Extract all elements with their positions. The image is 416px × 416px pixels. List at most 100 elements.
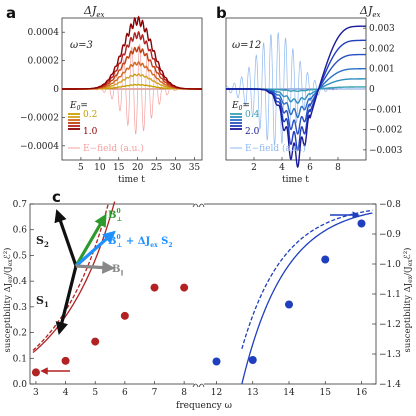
a-legend-label-high: 1.0: [83, 127, 98, 137]
a-legend-efield-label: E−field (a.u.): [83, 143, 144, 154]
c-blue-point: [212, 357, 221, 366]
a-series-line: [62, 45, 202, 90]
panel-c-xticks: 3 4 5 6 7 8 12 13 14 15 16: [33, 381, 367, 398]
a-ytick-label: 0.0004: [28, 28, 60, 38]
b-ytick-label: 0.003: [369, 24, 395, 34]
c-ytick-left-label: 0.1: [13, 354, 27, 364]
panel-c-plot: [31, 201, 373, 385]
c-ytick-left-label: 0.7: [13, 200, 28, 210]
a-xtick-label: 5: [78, 163, 84, 173]
panel-b-xlabel: time t: [282, 175, 309, 185]
c-ytick-right-label: −1.0: [379, 260, 401, 270]
a-ytick-label: −0.0004: [20, 142, 59, 152]
c-xtick-label: 13: [247, 388, 259, 398]
bsum-vector: [74, 230, 116, 268]
panel-a-xticks: 5 10 15 20 25 30 35: [78, 157, 200, 173]
c-blue-point: [321, 255, 330, 264]
c-xtick-label: 5: [92, 388, 98, 398]
b-ytick-label: 0: [369, 85, 375, 95]
c-ytick-left-label: 0.6: [13, 226, 28, 236]
panel-c-yticks-left: 0.0 0.1 0.2 0.3 0.4 0.5 0.6 0.7: [13, 200, 34, 390]
c-red-point: [120, 311, 129, 320]
c-ytick-right-label: −1.2: [379, 320, 401, 330]
panel-c-yticks-right: −1.4 −1.3 −1.2 −1.1 −1.0 −0.9 −0.8: [372, 200, 401, 390]
c-ytick-right-label: −1.3: [379, 350, 401, 360]
panel-b-plot: [225, 25, 366, 169]
bpar-vector: [75, 261, 116, 274]
panel-b: b ΔJex −0.003 −0.002 −0.001 0 0.001 0.002 0.00…: [216, 4, 403, 185]
c-ytick-left-label: 0.0: [13, 380, 28, 390]
a-ytick-label: −0.0002: [20, 113, 59, 123]
s2-vector: [54, 209, 78, 267]
spin-inset: S2 S1 B0 ⊥ B0 ⊥ + ΔJex S2 B∥: [36, 208, 173, 335]
panel-b-yticks: −0.003 −0.002 −0.001 0 0.001 0.002 0.003: [363, 24, 403, 156]
panel-a-legend: 0.2 1.0 E−field (a.u.): [68, 110, 144, 154]
c-xtick-label: 3: [33, 388, 39, 398]
panel-b-letter: b: [216, 4, 227, 22]
panel-a-xlabel: time t: [118, 175, 145, 185]
c-red-point: [91, 337, 100, 346]
panel-a-plot: [62, 15, 202, 135]
b-legend-label-low: 0.4: [245, 110, 260, 120]
b-xtick-label: 8: [335, 163, 341, 173]
panel-b-ylabel: ΔJex: [359, 4, 381, 19]
b-legend-efield-label: E−field (a.u.): [245, 143, 306, 154]
panel-b-legend-title: E0=: [231, 101, 250, 112]
b-xtick-label: 4: [279, 163, 285, 173]
panel-c-ylabel-right: susceptibility ΔJex/(Jexℰ²): [402, 248, 414, 353]
c-xtick-label: 16: [356, 388, 368, 398]
c-ytick-right-label: −1.1: [379, 290, 401, 300]
panel-b-xticks: 2 4 6 8: [251, 157, 341, 173]
a-ytick-label: 0.0002: [28, 57, 60, 67]
s1-vector: [55, 265, 78, 335]
s1-label: S1: [36, 294, 49, 309]
panel-a-legend-title: E0=: [69, 101, 88, 112]
c-ytick-left-label: 0.3: [13, 303, 28, 313]
s2-label: S2: [36, 234, 49, 249]
a-xtick-label: 35: [189, 163, 201, 173]
b-series-line: [226, 25, 366, 169]
axis-break-bottom: [192, 380, 205, 388]
c-ytick-left-label: 0.2: [13, 329, 27, 339]
c-ytick-right-label: −0.8: [379, 200, 401, 210]
c-xtick-label: 7: [152, 388, 158, 398]
c-xtick-label: 12: [211, 388, 222, 398]
panel-c-xlabel: frequency ω: [176, 401, 232, 411]
a-xtick-label: 10: [94, 163, 106, 173]
b-ytick-label: 0.001: [369, 65, 395, 75]
panel-c-letter: c: [52, 188, 61, 206]
b-efield-trace: [225, 32, 366, 146]
c-red-curve-dashed: [32, 203, 110, 351]
a-xtick-label: 25: [151, 163, 163, 173]
panel-b-omega: ω=12: [232, 40, 261, 51]
panel-b-legend: 0.4 2.0 E−field (a.u.): [230, 110, 306, 154]
bperp-label: B0 ⊥: [108, 208, 123, 223]
b-ytick-label: −0.003: [369, 146, 403, 156]
a-ytick-label: 0: [53, 85, 59, 95]
b-xtick-label: 6: [307, 163, 313, 173]
a-legend-label-low: 0.2: [83, 110, 97, 120]
c-xtick-label: 14: [283, 388, 295, 398]
c-ytick-left-label: 0.5: [13, 251, 28, 261]
c-blue-point: [357, 219, 366, 228]
c-ytick-right-label: −1.4: [379, 380, 401, 390]
c-xtick-label: 15: [320, 388, 332, 398]
c-red-point: [150, 283, 159, 292]
c-red-point: [61, 356, 70, 365]
c-blue-point: [285, 300, 293, 309]
bperp-vector: [74, 213, 107, 267]
c-xtick-label: 4: [63, 388, 69, 398]
panel-a-letter: a: [6, 4, 16, 22]
c-red-point: [31, 368, 40, 377]
b-ytick-label: 0.002: [369, 44, 395, 54]
a-xtick-label: 20: [132, 163, 144, 173]
axis-break-top: [192, 200, 205, 208]
c-xtick-label: 6: [122, 388, 128, 398]
c-red-point: [180, 283, 189, 292]
b-ytick-label: −0.001: [369, 105, 402, 115]
a-xtick-label: 15: [113, 163, 125, 173]
c-blue-point: [248, 356, 257, 364]
panel-a-yticks: −0.0004 −0.0002 0 0.0002 0.0004: [20, 28, 65, 152]
panel-a-ylabel: ΔJex: [83, 4, 105, 19]
